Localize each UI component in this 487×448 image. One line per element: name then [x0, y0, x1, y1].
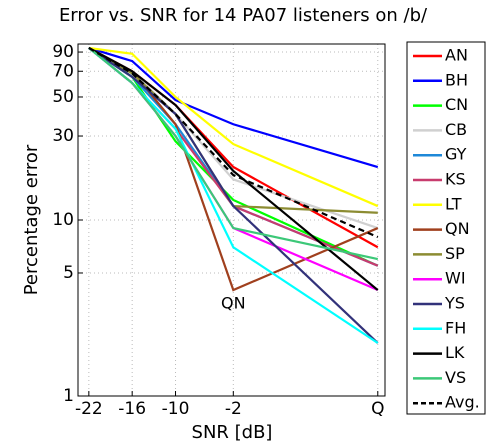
- y-tick-label: 50: [52, 87, 74, 107]
- y-axis-label: Percentage error: [21, 144, 42, 295]
- legend-label: SP: [445, 244, 465, 263]
- series-line: [88, 46, 379, 239]
- legend-box: [406, 41, 486, 415]
- series-line: [88, 46, 379, 208]
- y-tick-label: 70: [52, 61, 74, 81]
- x-tick-label: Q: [371, 399, 384, 419]
- series-line: [88, 46, 379, 169]
- legend-label: YS: [444, 294, 465, 313]
- legend-label: GY: [445, 145, 467, 164]
- x-tick-label: -2: [225, 399, 242, 419]
- chart-title: Error vs. SNR for 14 PA07 listeners on /…: [59, 5, 428, 26]
- legend-label: LT: [445, 194, 462, 213]
- legend-label: LK: [445, 343, 465, 362]
- x-tick-label: -10: [162, 399, 190, 419]
- x-tick-label: -16: [118, 399, 146, 419]
- legend-label: CN: [445, 95, 468, 114]
- y-tick-label: 1: [63, 386, 74, 406]
- series-line: [88, 47, 379, 344]
- legend-label: VS: [445, 368, 466, 387]
- legend-label: KS: [445, 170, 466, 189]
- y-tick-label: 10: [52, 210, 74, 230]
- plot-frame: [77, 43, 386, 397]
- x-tick-label: -22: [75, 399, 103, 419]
- y-tick-label: 30: [52, 126, 74, 146]
- legend-label: BH: [445, 70, 468, 89]
- series-line: [88, 46, 379, 291]
- y-tick-label: 5: [63, 263, 74, 283]
- series-line: [88, 47, 379, 261]
- legend-label: QN: [445, 219, 470, 238]
- annotation: QN: [221, 294, 246, 313]
- y-tick-label: 90: [52, 42, 74, 62]
- legend-label: AN: [445, 46, 468, 65]
- legend-label: FH: [445, 318, 466, 337]
- legend-label: CB: [445, 120, 467, 139]
- legend-label: Avg.: [445, 393, 480, 412]
- x-axis-label: SNR [dB]: [192, 422, 273, 443]
- legend-label: WI: [445, 269, 466, 288]
